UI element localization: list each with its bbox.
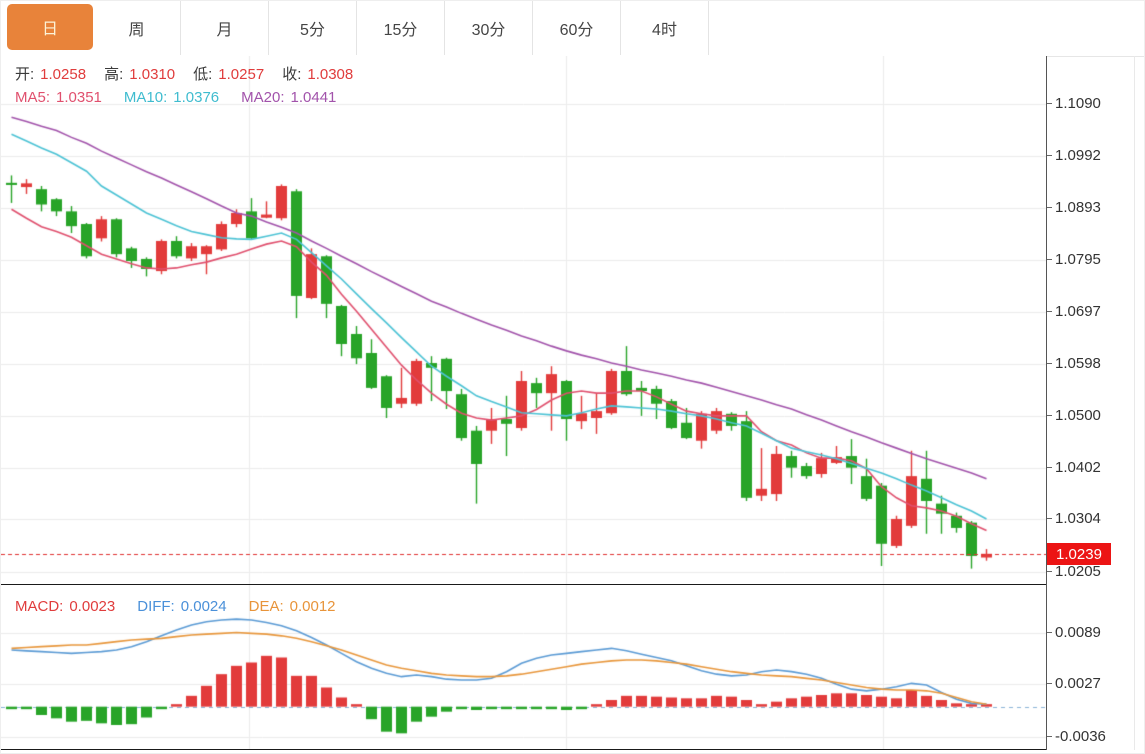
price-axis-label: 1.0304 <box>1047 510 1101 527</box>
low-label: 低: <box>193 66 213 83</box>
timeframe-tab-bar: 日周月 5分 15分 30分 60分 4时 <box>1 1 1144 57</box>
tab-日[interactable]: 日 <box>7 4 93 50</box>
price-axis-line <box>1046 56 1047 750</box>
ma10-label: MA10: <box>123 89 168 106</box>
tab-15分[interactable]: 15分 <box>357 1 445 55</box>
panel-right-border <box>1134 56 1135 750</box>
tab-月[interactable]: 月 <box>181 1 269 55</box>
tick-mark <box>1047 258 1052 260</box>
panel-separator <box>1 584 1046 585</box>
open-value: 1.0258 <box>40 66 87 83</box>
tab-60分[interactable]: 60分 <box>533 1 621 55</box>
macd-axis-label: 0.0089 <box>1047 624 1101 641</box>
tick-mark <box>1047 103 1052 105</box>
ma20-label: MA20: <box>241 89 285 106</box>
macd-readout: MACD: 0.0023 DIFF: 0.0024 DEA: 0.0012 <box>15 598 342 615</box>
candlestick-chart-canvas[interactable] <box>1 56 1046 585</box>
price-axis-label: 1.0697 <box>1047 303 1101 320</box>
dea-label: DEA: <box>248 598 284 615</box>
macd-label: MACD: <box>15 598 64 615</box>
close-label: 收: <box>282 66 302 83</box>
tab-5分[interactable]: 5分 <box>269 1 357 55</box>
tick-mark <box>1047 363 1052 365</box>
low-value: 1.0257 <box>218 66 265 83</box>
tab-周[interactable]: 周 <box>93 1 181 55</box>
dea-value: 0.0012 <box>289 598 336 615</box>
price-axis-label: 1.0402 <box>1047 459 1101 476</box>
ma10-value: 1.0376 <box>173 89 220 106</box>
tick-mark <box>1047 207 1052 209</box>
bottom-border <box>1 749 1046 750</box>
tick-mark <box>1047 518 1052 520</box>
price-axis-label: 1.0893 <box>1047 199 1101 216</box>
ohlc-readout: 开: 1.0258 高: 1.0310 低: 1.0257 收: 1.0308 <box>15 63 359 84</box>
price-axis-label: 1.0500 <box>1047 407 1101 424</box>
ma5-label: MA5: <box>15 89 51 106</box>
ma-readout: MA5: 1.0351 MA10: 1.0376 MA20: 1.0441 <box>15 89 342 106</box>
diff-label: DIFF: <box>137 598 175 615</box>
tick-mark <box>1047 570 1052 572</box>
high-label: 高: <box>104 66 124 83</box>
price-axis-label: 1.0992 <box>1047 147 1101 164</box>
tick-mark <box>1047 310 1052 312</box>
tick-mark <box>1047 631 1052 633</box>
macd-axis-label: 0.0027 <box>1047 675 1101 692</box>
close-value: 1.0308 <box>307 66 354 83</box>
tick-mark <box>1047 735 1052 737</box>
tick-mark <box>1047 154 1052 156</box>
price-axis-label: 1.0598 <box>1047 355 1101 372</box>
macd-value: 0.0023 <box>69 598 116 615</box>
macd-axis-label: -0.0036 <box>1047 728 1106 745</box>
macd-chart-canvas[interactable] <box>1 585 1046 750</box>
diff-value: 0.0024 <box>180 598 227 615</box>
price-axis-label: 1.1090 <box>1047 95 1101 112</box>
ma5-value: 1.0351 <box>56 89 102 106</box>
high-value: 1.0310 <box>129 66 176 83</box>
tab-4时[interactable]: 4时 <box>621 1 709 55</box>
tick-mark <box>1047 466 1052 468</box>
ma20-value: 1.0441 <box>290 89 337 106</box>
tab-30分[interactable]: 30分 <box>445 1 533 55</box>
price-axis-label: 1.0795 <box>1047 251 1101 268</box>
open-label: 开: <box>15 66 35 83</box>
tick-mark <box>1047 683 1052 685</box>
price-axis-label: 1.0205 <box>1047 563 1101 580</box>
last-price-badge: 1.0239 <box>1047 543 1111 565</box>
tick-mark <box>1047 414 1052 416</box>
